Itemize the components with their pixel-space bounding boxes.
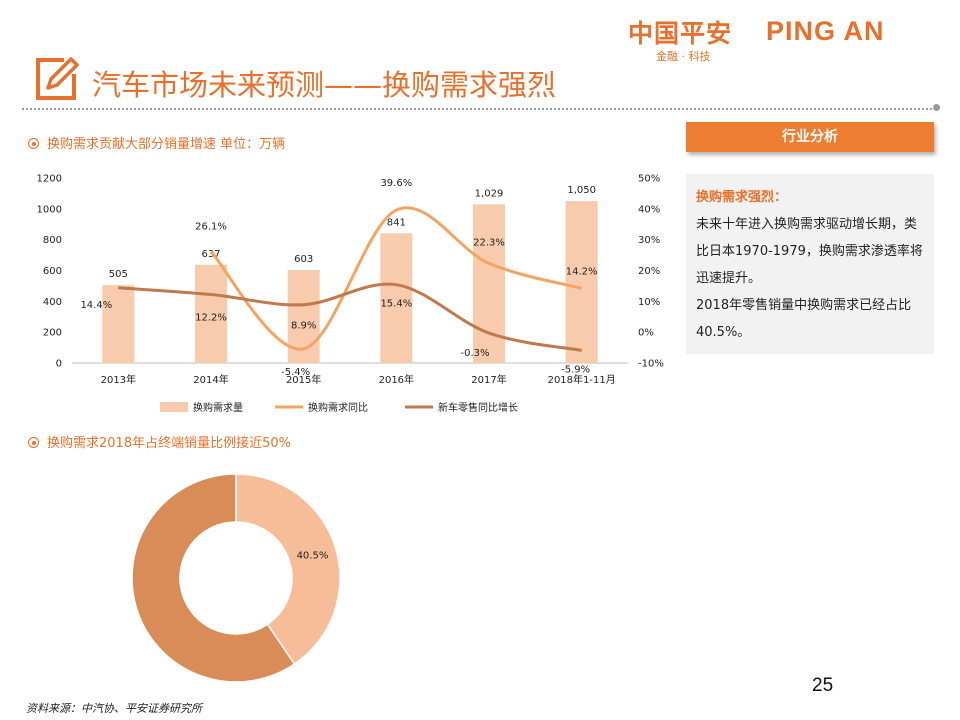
source-note: 资料来源：中汽协、平安证券研究所	[26, 702, 202, 715]
bar	[473, 204, 505, 363]
donut-slice	[131, 473, 296, 683]
right-axis-tick-label: 0%	[638, 328, 654, 339]
bullet-circle-icon	[28, 138, 39, 149]
logo-en-text: PING AN	[766, 16, 885, 46]
panel-subheading: 换购需求强烈：	[696, 190, 788, 205]
panel-header: 行业分析	[686, 122, 934, 152]
donut-slice-label: 40.5%	[297, 550, 329, 561]
bar	[565, 201, 598, 363]
bar-value-label: 637	[201, 249, 220, 260]
section2-heading-text: 换购需求2018年占终端销量比例接近50%	[47, 436, 291, 451]
left-axis-tick-label: 200	[43, 328, 62, 339]
title-divider	[22, 108, 932, 110]
series-line-yoy	[209, 206, 583, 351]
right-axis-tick-label: 20%	[638, 266, 660, 277]
pencil-square-icon	[36, 57, 79, 100]
new-car-data-label: 12.2%	[195, 313, 227, 324]
bar-value-label: 603	[294, 254, 313, 265]
left-axis-tick-label: 400	[43, 297, 62, 308]
x-axis-category-label: 2016年	[379, 373, 414, 386]
section1-heading: 换购需求贡献大部分销量增速 单位：万辆	[28, 133, 285, 152]
right-axis-tick-label: -10%	[638, 359, 664, 370]
legend-label: 换购需求量	[193, 401, 243, 414]
panel-paragraph-2: 2018年零售销量中换购需求已经占比40.5%。	[696, 298, 912, 340]
bar-value-label: 505	[109, 269, 128, 280]
x-axis-category-label: 2014年	[193, 373, 228, 386]
section2-heading: 换购需求2018年占终端销量比例接近50%	[28, 432, 291, 451]
bar-value-label: 1,029	[475, 188, 504, 199]
bar	[102, 285, 135, 363]
panel-paragraph-1: 未来十年进入换购需求驱动增长期，类比日本1970-1979，换购需求渗透率将迅速…	[696, 217, 923, 286]
yoy-data-label: 39.6%	[380, 178, 412, 189]
new-car-data-label: 8.9%	[291, 321, 316, 332]
donut-slice	[235, 473, 341, 666]
series-line-new-car	[118, 282, 582, 352]
bar-value-label: 1,050	[567, 185, 596, 196]
bar-value-label: 841	[387, 217, 406, 228]
legend-swatch-bar	[160, 402, 188, 412]
x-axis-category-label: 2017年	[471, 373, 506, 386]
legend-label: 换购需求同比	[308, 401, 368, 414]
yoy-data-label: 26.1%	[195, 222, 227, 233]
company-logo: 中国平安 PING AN 金融 · 科技	[626, 10, 906, 66]
new-car-data-label: -5.9%	[561, 364, 590, 375]
new-car-data-label: 15.4%	[380, 299, 412, 310]
yoy-data-label: -5.4%	[281, 367, 310, 378]
bar	[380, 233, 413, 363]
left-axis-tick-label: 800	[43, 235, 62, 246]
donut-chart: 40.5%	[131, 473, 341, 683]
right-axis-tick-label: 40%	[638, 204, 660, 215]
right-axis-tick-label: 10%	[638, 297, 660, 308]
logo-tagline: 金融 · 科技	[656, 50, 711, 63]
logo-cn-text: 中国平安	[628, 19, 733, 48]
yoy-data-label: 22.3%	[473, 237, 505, 248]
left-axis-tick-label: 0	[56, 359, 62, 370]
legend-label: 新车零售同比增长	[438, 401, 518, 414]
new-car-data-label: -0.3%	[460, 348, 489, 359]
title-divider-dot	[933, 104, 940, 111]
section1-heading-text: 换购需求贡献大部分销量增速 单位：万辆	[47, 137, 286, 152]
panel-text: 换购需求强烈： 未来十年进入换购需求驱动增长期，类比日本1970-1979，换购…	[696, 184, 928, 346]
left-axis-tick-label: 1000	[37, 204, 62, 215]
analysis-panel: 换购需求强烈： 未来十年进入换购需求驱动增长期，类比日本1970-1979，换购…	[686, 174, 934, 354]
right-axis-tick-label: 50%	[638, 174, 660, 185]
combo-bar-line-chart: 0 200 400 600 800 1000 1200 -10% 0% 10% 20% 30% 40% 5…	[37, 174, 664, 415]
yoy-data-label: 14.2%	[566, 266, 598, 277]
left-axis-tick-label: 600	[43, 266, 62, 277]
page-number: 25	[812, 675, 834, 696]
right-axis-tick-label: 30%	[638, 235, 660, 246]
page-title: 汽车市场未来预测——换购需求强烈	[92, 68, 557, 102]
x-axis-category-label: 2013年	[101, 373, 136, 386]
left-axis-tick-label: 1200	[37, 174, 62, 185]
bullet-circle-icon	[28, 437, 39, 448]
x-axis-category-label: 2015年	[286, 373, 321, 386]
new-car-data-label: 14.4%	[80, 300, 112, 311]
bar	[195, 264, 227, 363]
x-axis-category-label: 2018年1-11月	[548, 373, 616, 386]
